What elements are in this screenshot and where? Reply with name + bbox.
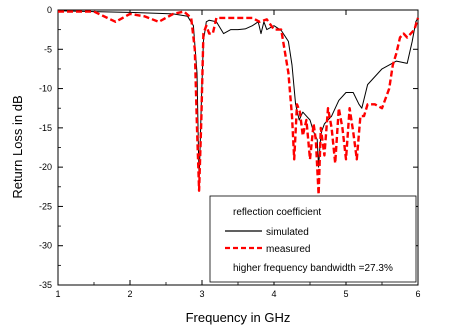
x-tick-label: 5 bbox=[343, 289, 348, 299]
legend-label-simulated: simulated bbox=[266, 227, 309, 238]
legend-box bbox=[209, 195, 417, 283]
x-tick-label: 3 bbox=[199, 289, 204, 299]
y-tick-label: -5 bbox=[44, 44, 52, 54]
series-layer bbox=[57, 10, 420, 196]
x-axis-ticks: 1 2 3 4 5 6 bbox=[55, 10, 421, 299]
x-tick-label: 6 bbox=[415, 289, 420, 299]
series-line-simulated bbox=[57, 10, 419, 184]
legend-title: reflection coefficient bbox=[233, 207, 321, 218]
series-line-measured bbox=[58, 10, 420, 196]
legend-annotation: higher frequency bandwidth =27.3% bbox=[233, 263, 393, 274]
y-tick-label: -10 bbox=[39, 84, 52, 94]
y-tick-label: 0 bbox=[47, 5, 52, 15]
y-tick-label: -20 bbox=[39, 162, 52, 172]
x-axis-title: Frequency in GHz bbox=[186, 310, 291, 325]
y-tick-label: -30 bbox=[39, 241, 52, 251]
legend-label-measured: measured bbox=[266, 244, 310, 255]
x-tick-label: 1 bbox=[55, 289, 60, 299]
y-tick-label: -35 bbox=[39, 280, 52, 290]
x-tick-label: 2 bbox=[127, 289, 132, 299]
y-tick-label: -25 bbox=[39, 201, 52, 211]
legend: reflection coefficient simulated measure… bbox=[209, 195, 417, 283]
y-axis-title: Return Loss in dB bbox=[10, 95, 25, 198]
y-tick-label: -15 bbox=[39, 123, 52, 133]
x-tick-label: 4 bbox=[271, 289, 276, 299]
